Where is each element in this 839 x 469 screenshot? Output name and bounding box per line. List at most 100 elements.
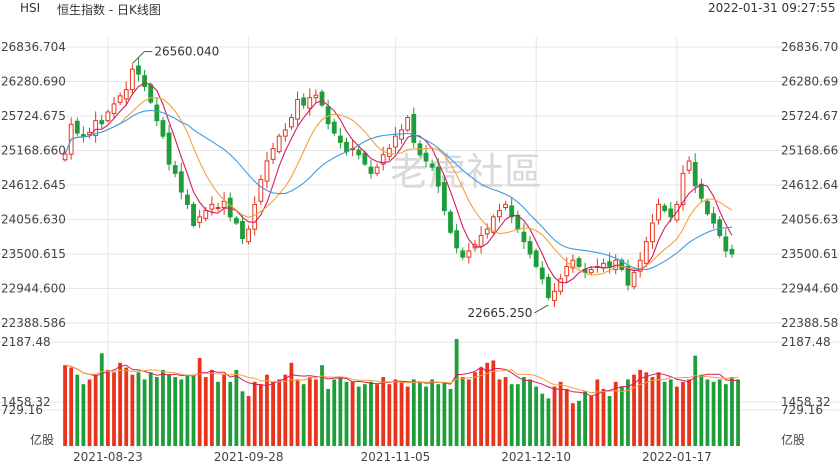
candle-body (374, 166, 380, 174)
candle-body (148, 84, 154, 103)
price-tick-left: 26280.690 (1, 75, 66, 89)
low-marker-leader (534, 304, 549, 314)
date-tick: 2021-11-05 (361, 450, 431, 464)
candle-body (405, 117, 411, 131)
candle-body (545, 276, 551, 298)
volume-bar (674, 386, 679, 446)
candle-body (240, 220, 245, 240)
volume-bar (338, 377, 343, 446)
candle-body (105, 111, 111, 122)
candle-body (552, 290, 557, 302)
candle-body (521, 231, 527, 243)
volume-unit-left: 亿股 (30, 432, 54, 447)
date-tick: 2022-01-17 (642, 450, 712, 464)
volume-bar (589, 396, 594, 446)
candle-body (527, 241, 533, 255)
candle-body (484, 228, 490, 235)
volume-bar (105, 369, 110, 446)
volume-bar (69, 367, 74, 446)
volume-bar (564, 388, 569, 446)
candle-body (490, 216, 496, 233)
candle-body (356, 149, 362, 156)
volume-bar (509, 384, 514, 446)
volume-bar (619, 386, 624, 446)
volume-bar (387, 384, 392, 446)
price-tick-left: 24612.645 (1, 178, 66, 192)
candle-body (227, 197, 233, 218)
volume-bar (460, 377, 465, 446)
volume-bar (320, 365, 324, 446)
volume-bar (668, 379, 673, 446)
high-marker-label: 26560.040 (154, 45, 219, 59)
volume-bar (546, 398, 551, 446)
volume-bar (258, 384, 263, 446)
volume-bar (124, 367, 129, 446)
volume-bar (148, 372, 153, 446)
volume-bar (228, 381, 233, 446)
volume-bar (681, 381, 685, 446)
candle-body (717, 219, 723, 236)
volume-bar (289, 362, 294, 446)
candle-body (307, 97, 313, 109)
volume-tick-right: 1458.32 (781, 395, 831, 409)
volume-bar (161, 369, 165, 446)
candle-body (411, 113, 417, 143)
volume-bar (503, 377, 508, 446)
volume-bar (430, 379, 435, 446)
candle-body (692, 162, 698, 187)
candle-body (533, 250, 539, 267)
candle-body (576, 258, 582, 267)
candle-body (160, 120, 166, 137)
volume-bar (448, 388, 453, 446)
volume-tick-right: 2187.48 (781, 335, 831, 349)
price-tick-right: 22944.600 (781, 282, 839, 296)
candle-body (197, 216, 203, 223)
price-tick-right: 26836.704 (781, 40, 839, 54)
volume-bar (252, 381, 257, 446)
candle-body (337, 135, 343, 143)
candle-body (270, 148, 276, 160)
date-tick: 2021-08-23 (73, 450, 143, 464)
candle-body (129, 68, 135, 91)
candle-body (276, 135, 282, 153)
candle-body (466, 250, 472, 258)
volume-bar (570, 403, 575, 446)
candle-body (74, 120, 80, 134)
watermark-text: 老虎社區 (390, 150, 542, 194)
candle-body (448, 211, 453, 233)
volume-bar (240, 391, 245, 446)
candle-body (680, 172, 686, 205)
volume-bar (540, 393, 545, 446)
price-tick-right: 25724.675 (781, 109, 839, 123)
volume-bar (424, 386, 428, 446)
candle-body (282, 129, 288, 137)
candle-body (380, 154, 386, 165)
volume-bar (375, 384, 379, 446)
candle-body (460, 250, 466, 258)
volume-ma-line-10 (65, 364, 739, 394)
volume-bar (717, 379, 722, 446)
price-tick-right: 24612.645 (781, 178, 839, 192)
candle-body (631, 272, 637, 288)
candle-body (582, 269, 588, 274)
candle-body (252, 203, 258, 230)
candle-body (723, 236, 729, 252)
volume-bar (552, 386, 557, 446)
candle-body (99, 120, 105, 125)
date-axis-labels: 2021-08-23 2021-09-28 2021-11-05 2021-12-10… (73, 450, 712, 464)
candle-body (509, 205, 515, 218)
volume-tick-left: 729.16 (1, 403, 43, 417)
price-tick-right: 22388.586 (781, 316, 839, 330)
price-tick-left: 23500.615 (1, 247, 66, 261)
candle-body (386, 148, 392, 157)
symbol-label: HSI (20, 1, 41, 15)
volume-bar (473, 372, 477, 446)
volume-bar (577, 400, 581, 446)
volume-bar (613, 381, 618, 446)
candle-body (698, 183, 704, 199)
volume-bar (332, 379, 337, 446)
ma-line-20 (64, 109, 732, 270)
candle-body (454, 230, 460, 249)
candle-body (93, 120, 99, 137)
volume-tick-right: 729.16 (781, 403, 823, 417)
